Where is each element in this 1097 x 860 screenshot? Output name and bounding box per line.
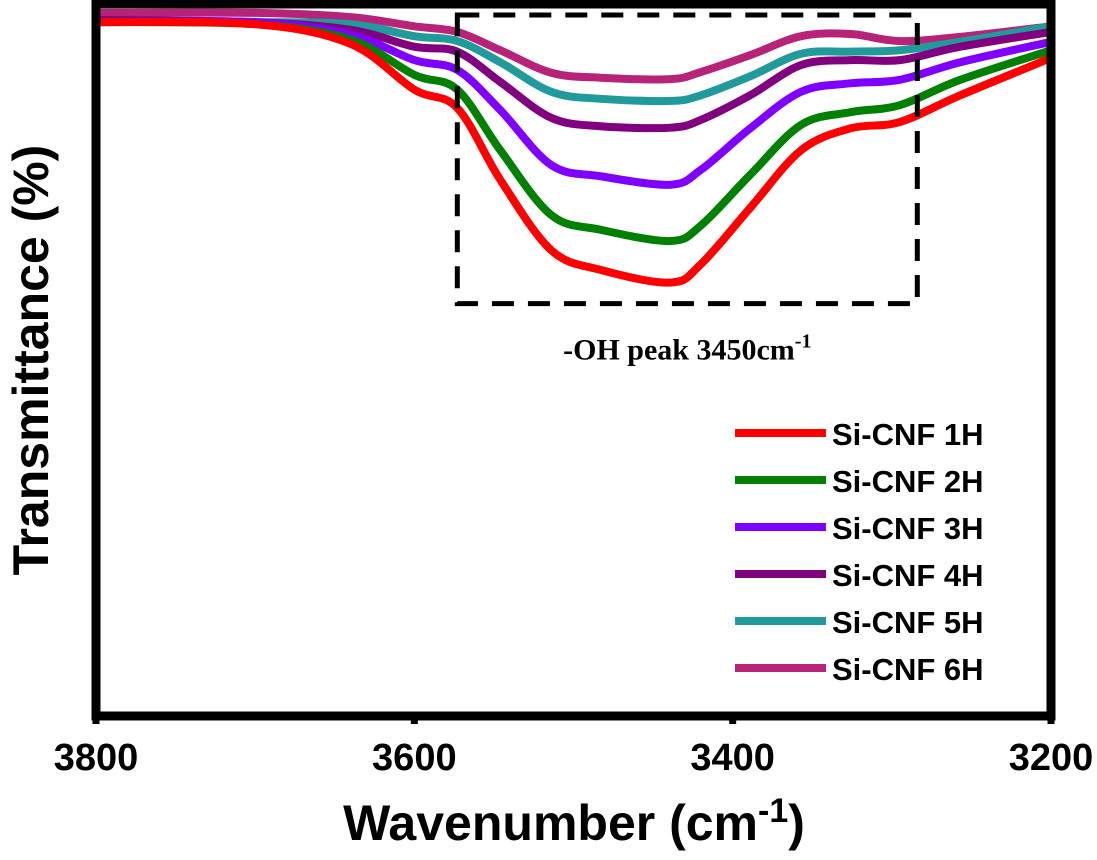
- series-line-si-cnf-6h: [92, 8, 1055, 84]
- x-tick-label: 3400: [690, 737, 775, 779]
- series-layer: [92, 8, 1055, 287]
- oh-peak-annotation: -OH peak 3450cm-1: [563, 331, 811, 367]
- legend-label: Si-CNF 6H: [832, 652, 984, 687]
- series-line-si-cnf-3h: [92, 17, 1055, 189]
- x-tick-label: 3200: [1009, 737, 1094, 779]
- x-axis-title: Wavenumber (cm-1): [343, 792, 805, 851]
- series-line-si-cnf-5h: [92, 17, 1055, 106]
- oh-peak-highlight-box: [454, 12, 920, 307]
- x-axis-title-sup: -1: [758, 792, 788, 830]
- legend-label: Si-CNF 4H: [832, 558, 984, 593]
- oh-peak-annotation-text: -OH peak 3450cm: [563, 334, 795, 367]
- y-axis-title: Transmittance (%): [3, 145, 59, 576]
- series-line-si-cnf-4h: [92, 15, 1055, 133]
- legend-label: Si-CNF 1H: [832, 417, 984, 452]
- plot-frame: [91, 0, 1056, 721]
- x-tick-label: 3600: [372, 737, 457, 779]
- legend-label: Si-CNF 5H: [832, 605, 984, 640]
- legend-label: Si-CNF 2H: [832, 464, 984, 499]
- legend-label: Si-CNF 3H: [832, 511, 984, 546]
- x-axis-title-text: Wavenumber (cm: [343, 795, 758, 851]
- oh-peak-annotation-sup: -1: [795, 331, 812, 353]
- x-tick-label: 3800: [54, 737, 139, 779]
- series-line-si-cnf-1h: [92, 17, 1055, 287]
- x-axis-title-close: ): [788, 795, 805, 851]
- legend: Si-CNF 1H Si-CNF 2H Si-CNF 3H Si-CNF 4H Si-C…: [735, 417, 984, 687]
- x-ticks: 3800 3600 3400 3200: [54, 716, 1094, 779]
